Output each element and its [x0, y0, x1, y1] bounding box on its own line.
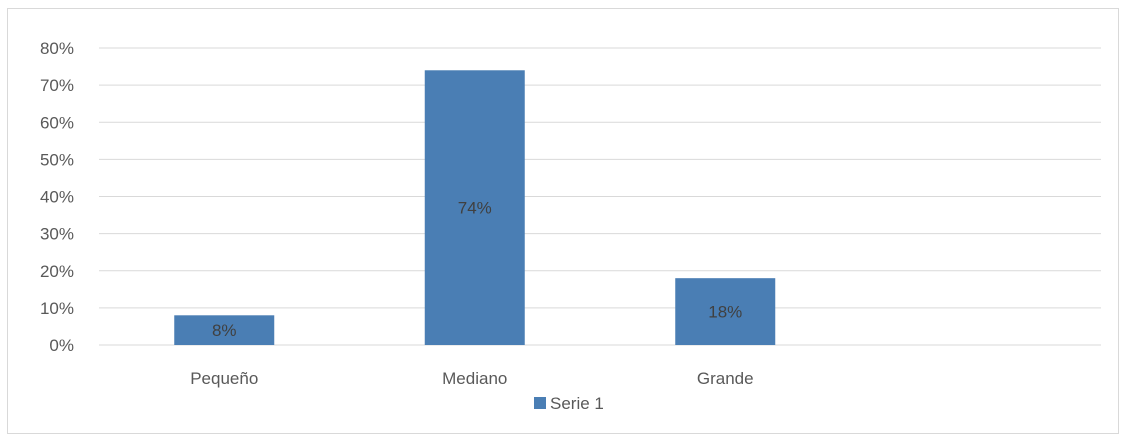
- x-axis-tick-labels: Pequeño Mediano Grande: [190, 369, 753, 388]
- y-tick-label: 50%: [40, 150, 74, 169]
- y-tick-label: 10%: [40, 299, 74, 318]
- y-tick-label: 60%: [40, 113, 74, 132]
- bars: 8% 74% 18%: [174, 70, 776, 346]
- x-tick-label: Mediano: [442, 369, 507, 388]
- y-tick-label: 70%: [40, 76, 74, 95]
- bar-pequeño: [174, 315, 275, 345]
- y-tick-label: 0%: [49, 336, 74, 355]
- chart-frame: [7, 8, 1119, 434]
- y-tick-label: 30%: [40, 225, 74, 244]
- data-label: 18%: [708, 303, 742, 322]
- bar-grande: [675, 278, 776, 345]
- legend: Serie 1: [534, 394, 604, 413]
- y-tick-label: 40%: [40, 188, 74, 207]
- y-tick-label: 80%: [40, 39, 74, 58]
- y-tick-label: 20%: [40, 262, 74, 281]
- bar-mediano: [424, 70, 525, 346]
- gridlines: [99, 47, 1101, 346]
- x-tick-label: Grande: [697, 369, 754, 388]
- x-tick-label: Pequeño: [190, 369, 258, 388]
- data-label: 8%: [212, 321, 237, 340]
- legend-label: Serie 1: [550, 394, 604, 413]
- legend-swatch: [534, 397, 546, 409]
- data-label: 74%: [458, 199, 492, 218]
- y-axis-tick-labels: 0% 10% 20% 30% 40% 50% 60% 70% 80%: [40, 39, 74, 355]
